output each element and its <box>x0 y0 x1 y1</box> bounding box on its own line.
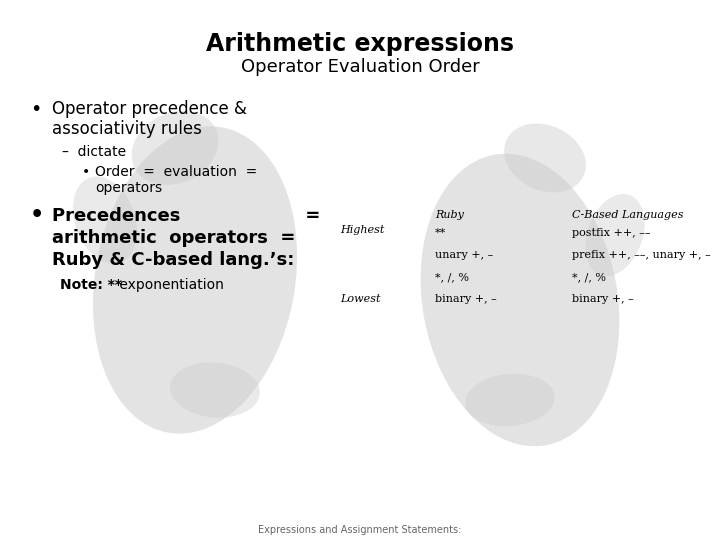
Text: Expressions and Assignment Statements:: Expressions and Assignment Statements: <box>258 525 462 535</box>
Text: Lowest: Lowest <box>340 294 380 304</box>
Text: Note: **: Note: ** <box>60 278 122 292</box>
Text: unary +, –: unary +, – <box>435 250 493 260</box>
Text: •: • <box>30 100 41 119</box>
Ellipse shape <box>420 154 619 446</box>
Text: **: ** <box>435 228 446 238</box>
Ellipse shape <box>73 177 137 264</box>
Text: Operator Evaluation Order: Operator Evaluation Order <box>240 58 480 76</box>
Text: •: • <box>30 205 44 225</box>
Text: prefix ++, ––, unary +, –: prefix ++, ––, unary +, – <box>572 250 711 260</box>
Ellipse shape <box>170 362 260 417</box>
Ellipse shape <box>585 194 644 276</box>
Text: Highest: Highest <box>340 225 384 235</box>
Text: *, /, %: *, /, % <box>572 272 606 282</box>
Ellipse shape <box>465 374 555 426</box>
Ellipse shape <box>504 124 586 192</box>
Text: Ruby & C-based lang.’s:: Ruby & C-based lang.’s: <box>52 251 294 269</box>
Text: binary +, –: binary +, – <box>572 294 634 304</box>
Ellipse shape <box>93 126 297 434</box>
Text: Operator precedence &: Operator precedence & <box>52 100 247 118</box>
Text: postfix ++, ––: postfix ++, –– <box>572 228 650 238</box>
Text: associativity rules: associativity rules <box>52 120 202 138</box>
Text: Order  =  evaluation  =: Order = evaluation = <box>95 165 257 179</box>
Text: Ruby: Ruby <box>435 210 464 220</box>
Text: C-Based Languages: C-Based Languages <box>572 210 683 220</box>
Text: operators: operators <box>95 181 162 195</box>
Text: binary +, –: binary +, – <box>435 294 497 304</box>
Text: *, /, %: *, /, % <box>435 272 469 282</box>
Text: Arithmetic expressions: Arithmetic expressions <box>206 32 514 56</box>
Text: –  dictate: – dictate <box>62 145 126 159</box>
Text: Precedences                    =: Precedences = <box>52 207 320 225</box>
Text: exponentiation: exponentiation <box>115 278 224 292</box>
Text: arithmetic  operators  =: arithmetic operators = <box>52 229 295 247</box>
Text: •: • <box>82 165 90 179</box>
Ellipse shape <box>132 111 218 185</box>
